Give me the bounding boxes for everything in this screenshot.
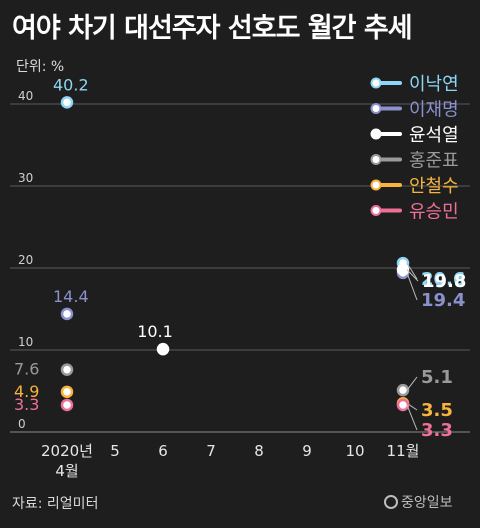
data-label: 10.1 bbox=[137, 322, 173, 341]
chart-title: 여야 차기 대선주자 선호도 월간 추세 bbox=[12, 13, 413, 44]
y-tick-label: 10 bbox=[18, 335, 33, 349]
label-leader-line bbox=[406, 262, 418, 280]
data-label: 5.1 bbox=[421, 367, 453, 388]
label-leader-line bbox=[406, 272, 418, 301]
legend-marker bbox=[370, 205, 382, 216]
legend-label: 안철수 bbox=[409, 176, 459, 197]
data-label: 19.8 bbox=[422, 271, 466, 292]
data-point bbox=[60, 398, 74, 412]
legend-label: 홍준표 bbox=[409, 151, 459, 172]
data-label: 3.3 bbox=[14, 395, 39, 414]
x-tick-label: 2020년 bbox=[41, 442, 93, 460]
legend-marker bbox=[370, 154, 382, 165]
y-tick-label: 20 bbox=[18, 253, 33, 267]
data-point bbox=[156, 342, 170, 356]
data-point bbox=[396, 383, 410, 397]
y-tick-label: 30 bbox=[18, 171, 33, 185]
data-point bbox=[60, 307, 74, 321]
unit-label: 단위: % bbox=[16, 59, 65, 75]
logo-mark-icon bbox=[384, 495, 398, 509]
legend-label: 유승민 bbox=[409, 202, 459, 223]
legend-marker bbox=[370, 128, 382, 140]
data-point bbox=[60, 385, 74, 399]
x-tick-label: 11월 bbox=[387, 442, 420, 460]
x-tick-label: 7 bbox=[206, 442, 216, 460]
label-leader-line bbox=[406, 376, 418, 391]
data-point bbox=[396, 398, 410, 412]
legend-label: 윤석열 bbox=[409, 125, 459, 146]
data-label: 20.6 bbox=[421, 269, 465, 290]
source-label: 자료: 리얼미터 bbox=[12, 496, 99, 512]
data-point bbox=[60, 363, 74, 376]
y-tick-label: 0 bbox=[18, 417, 26, 431]
y-tick-label: 40 bbox=[18, 89, 33, 103]
x-tick-label: 5 bbox=[110, 442, 120, 460]
logo-text: 중앙일보 bbox=[401, 495, 453, 511]
label-leader-line bbox=[406, 269, 419, 282]
x-tick-label: 8 bbox=[254, 442, 264, 460]
data-label: 3.3 bbox=[421, 420, 453, 441]
label-leader-line bbox=[406, 404, 418, 431]
data-label: 3.5 bbox=[421, 400, 453, 421]
data-label: 14.4 bbox=[53, 287, 89, 306]
data-point bbox=[396, 263, 410, 276]
legend-marker bbox=[370, 77, 382, 89]
data-label: 19.4 bbox=[421, 290, 465, 311]
data-label: 7.6 bbox=[14, 360, 39, 379]
legend-marker bbox=[370, 179, 382, 191]
data-label: 4.9 bbox=[14, 382, 39, 401]
publisher-logo: 중앙일보 bbox=[384, 492, 453, 512]
x-tick-label: 9 bbox=[302, 442, 312, 460]
legend-marker bbox=[370, 103, 382, 114]
x-tick-label: 10 bbox=[345, 442, 364, 460]
legend-label: 이재명 bbox=[409, 100, 459, 121]
legend-label: 이낙연 bbox=[409, 74, 459, 95]
x-tick-label: 4월 bbox=[55, 462, 78, 480]
data-point bbox=[60, 96, 74, 109]
x-tick-label: 6 bbox=[158, 442, 168, 460]
data-label: 40.2 bbox=[53, 75, 89, 94]
